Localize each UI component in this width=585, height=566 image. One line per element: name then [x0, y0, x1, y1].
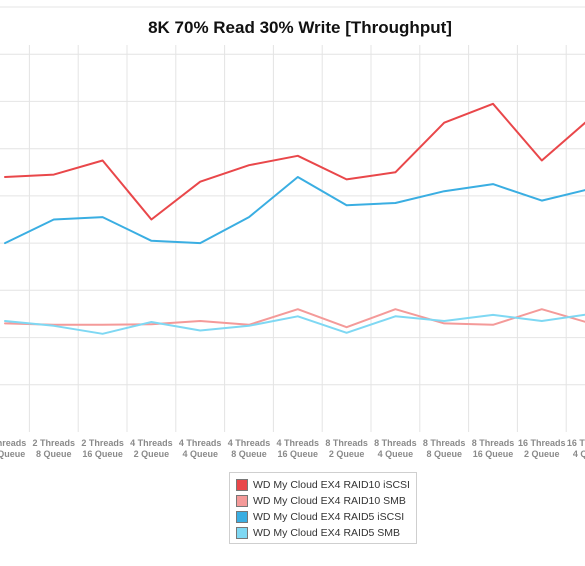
legend-swatch: [236, 511, 248, 523]
legend-item: WD My Cloud EX4 RAID5 SMB: [236, 525, 410, 541]
x-tick-label: 8 Threads 2 Queue: [325, 438, 368, 459]
legend-item: WD My Cloud EX4 RAID10 SMB: [236, 493, 410, 509]
chart-title: 8K 70% Read 30% Write [Throughput]: [148, 18, 452, 37]
legend-item: WD My Cloud EX4 RAID5 iSCSI: [236, 509, 410, 525]
x-tick-label: 4 Threads 8 Queue: [228, 438, 271, 459]
series-line: [4, 308, 585, 329]
legend-item: WD My Cloud EX4 RAID10 iSCSI: [236, 477, 410, 493]
legend-label: WD My Cloud EX4 RAID5 iSCSI: [253, 511, 405, 523]
legend-swatch: [236, 479, 248, 491]
series-line: [4, 102, 585, 221]
x-tick-label: 4 Threads 16 Queue: [277, 438, 320, 459]
x-tick-label: 4 Threads 2 Queue: [130, 438, 173, 459]
legend-label: WD My Cloud EX4 RAID10 SMB: [253, 495, 406, 507]
grid: [0, 6, 585, 432]
x-tick-label: 8 Threads 8 Queue: [423, 438, 466, 459]
series-line: [4, 176, 585, 245]
legend: WD My Cloud EX4 RAID10 iSCSI WD My Cloud…: [229, 472, 417, 544]
x-tick-label: 16 Threads 2 Queue: [518, 438, 566, 459]
x-tick-label: 2 Threads 8 Queue: [33, 438, 76, 459]
legend-label: WD My Cloud EX4 RAID5 SMB: [253, 527, 401, 539]
series-line: [4, 313, 585, 335]
series-lines: [4, 102, 585, 335]
x-tick-label: 4 Threads 4 Queue: [179, 438, 222, 459]
legend-label: WD My Cloud EX4 RAID10 iSCSI: [253, 479, 410, 491]
x-tick-label: 8 Threads 16 Queue: [472, 438, 515, 459]
legend-swatch: [236, 527, 248, 539]
x-tick-label: 2 Threads 16 Queue: [81, 438, 124, 459]
legend-swatch: [236, 495, 248, 507]
x-tick-label: 8 Threads 4 Queue: [374, 438, 417, 459]
